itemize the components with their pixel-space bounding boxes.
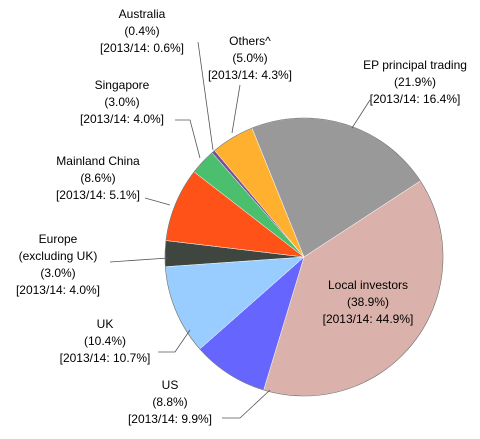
comparison-label: [2013/14: 10.7%] <box>60 351 151 365</box>
leader-line <box>197 41 214 151</box>
comparison-label: [2013/14: 0.6%] <box>100 41 184 55</box>
leader-line <box>231 84 241 134</box>
value-label: (38.9%) <box>347 295 389 309</box>
slice-label: US <box>162 378 179 392</box>
comparison-label: [2013/14: 9.9%] <box>128 412 212 426</box>
value-label: (21.9%) <box>394 75 436 89</box>
comparison-label: [2013/14: 16.4%] <box>370 92 461 106</box>
value-label: (8.8%) <box>152 395 187 409</box>
comparison-label: [2013/14: 4.3%] <box>208 68 292 82</box>
slice-label: Australia <box>119 7 166 21</box>
comparison-label: [2013/14: 4.0%] <box>16 283 100 297</box>
leader-line <box>175 119 201 159</box>
value-label: (5.0%) <box>232 51 267 65</box>
slice-label: UK <box>97 317 114 331</box>
leader-line <box>109 257 169 263</box>
pie-outline <box>164 117 444 397</box>
slice-label: Singapore <box>95 78 150 92</box>
value-label: (10.4%) <box>84 334 126 348</box>
slice-label: Local investors <box>328 278 408 292</box>
slice-label: Others^ <box>229 34 271 48</box>
leader-line <box>351 99 371 129</box>
leader-line <box>158 329 191 353</box>
value-label: (8.6%) <box>80 171 115 185</box>
leader-line <box>222 389 271 419</box>
slice-label: Europe (excluding UK) <box>19 232 98 263</box>
comparison-label: [2013/14: 5.1%] <box>56 188 140 202</box>
comparison-label: [2013/14: 4.0%] <box>80 112 164 126</box>
leader-line <box>144 197 171 206</box>
value-label: (3.0%) <box>40 266 75 280</box>
slice-label: Mainland China <box>56 154 140 168</box>
value-label: (0.4%) <box>124 24 159 38</box>
comparison-label: [2013/14: 44.9%] <box>323 312 414 326</box>
slice-label: EP principal trading <box>363 58 467 72</box>
value-label: (3.0%) <box>104 95 139 109</box>
